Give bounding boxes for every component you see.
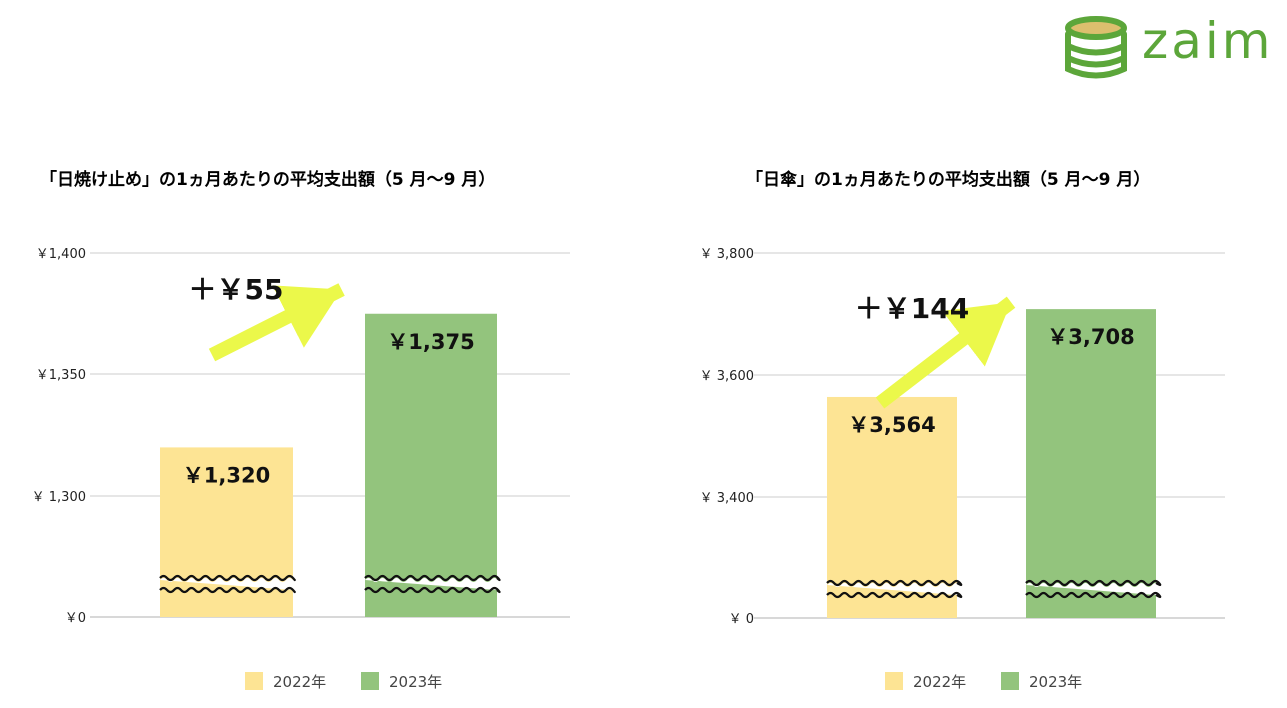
y-tick-label: ￥ 3,400 bbox=[700, 491, 754, 506]
legend-item-2023: 2023年 bbox=[361, 672, 442, 692]
bar-value-label: ￥3,708 bbox=[1047, 325, 1134, 349]
axis-break-line bbox=[159, 586, 296, 594]
legend-swatch-2023 bbox=[361, 672, 379, 690]
trend-arrow bbox=[208, 283, 345, 362]
bar-2022年 bbox=[160, 447, 293, 617]
bar-value-label: ￥1,375 bbox=[387, 330, 474, 354]
coin-stack-icon bbox=[1065, 16, 1127, 79]
legend-label-2023: 2023年 bbox=[389, 673, 443, 691]
y-tick-label: ￥ 1,300 bbox=[32, 490, 86, 505]
y-tick-label: ￥0 bbox=[65, 611, 86, 626]
increase-annotation: ＋￥55 bbox=[189, 273, 284, 306]
legend-label-2023: 2023年 bbox=[1029, 673, 1083, 691]
legend-swatch-2023 bbox=[1001, 672, 1019, 690]
bar-value-label: ￥1,320 bbox=[183, 463, 270, 487]
axis-break-line bbox=[364, 586, 501, 594]
axis-break-line bbox=[826, 591, 963, 599]
y-tick-label: ￥1,350 bbox=[36, 368, 86, 383]
legend-swatch-2022 bbox=[245, 672, 263, 690]
y-tick-label: ￥ 3,600 bbox=[700, 369, 754, 384]
y-tick-label: ￥ 0 bbox=[729, 612, 754, 627]
legend-label-2022: 2022年 bbox=[913, 673, 967, 691]
axis-break-line bbox=[159, 574, 296, 582]
bar-2023年 bbox=[1026, 309, 1156, 618]
bar-2022年 bbox=[827, 396, 957, 618]
legend-label-2022: 2022年 bbox=[273, 673, 327, 691]
axis-break-line bbox=[826, 579, 963, 587]
bar-value-label: ￥3,564 bbox=[848, 413, 935, 437]
bar-2023年 bbox=[365, 313, 497, 617]
axis-break-line bbox=[364, 574, 501, 582]
increase-annotation: ＋￥144 bbox=[855, 292, 969, 325]
y-tick-label: ￥1,400 bbox=[36, 247, 86, 262]
zaim-logo: zaim bbox=[1060, 12, 1280, 80]
legend-swatch-2022 bbox=[885, 672, 903, 690]
axis-break-line bbox=[1025, 591, 1162, 599]
y-tick-label: ￥ 3,800 bbox=[700, 247, 754, 262]
legend-item-2022: 2022年 bbox=[885, 672, 966, 692]
legend-item-2022: 2022年 bbox=[245, 672, 326, 692]
legend-item-2023: 2023年 bbox=[1001, 672, 1082, 692]
brand-wordmark: zaim bbox=[1142, 12, 1274, 70]
axis-break-line bbox=[1025, 579, 1162, 587]
chart-title-sunscreen: 「日焼け止め」の1ヵ月あたりの平均支出額（5 月～9 月） bbox=[40, 170, 496, 190]
chart-title-parasol: 「日傘」の1ヵ月あたりの平均支出額（5 月～9 月） bbox=[746, 170, 1151, 190]
trend-arrow bbox=[875, 296, 1016, 409]
